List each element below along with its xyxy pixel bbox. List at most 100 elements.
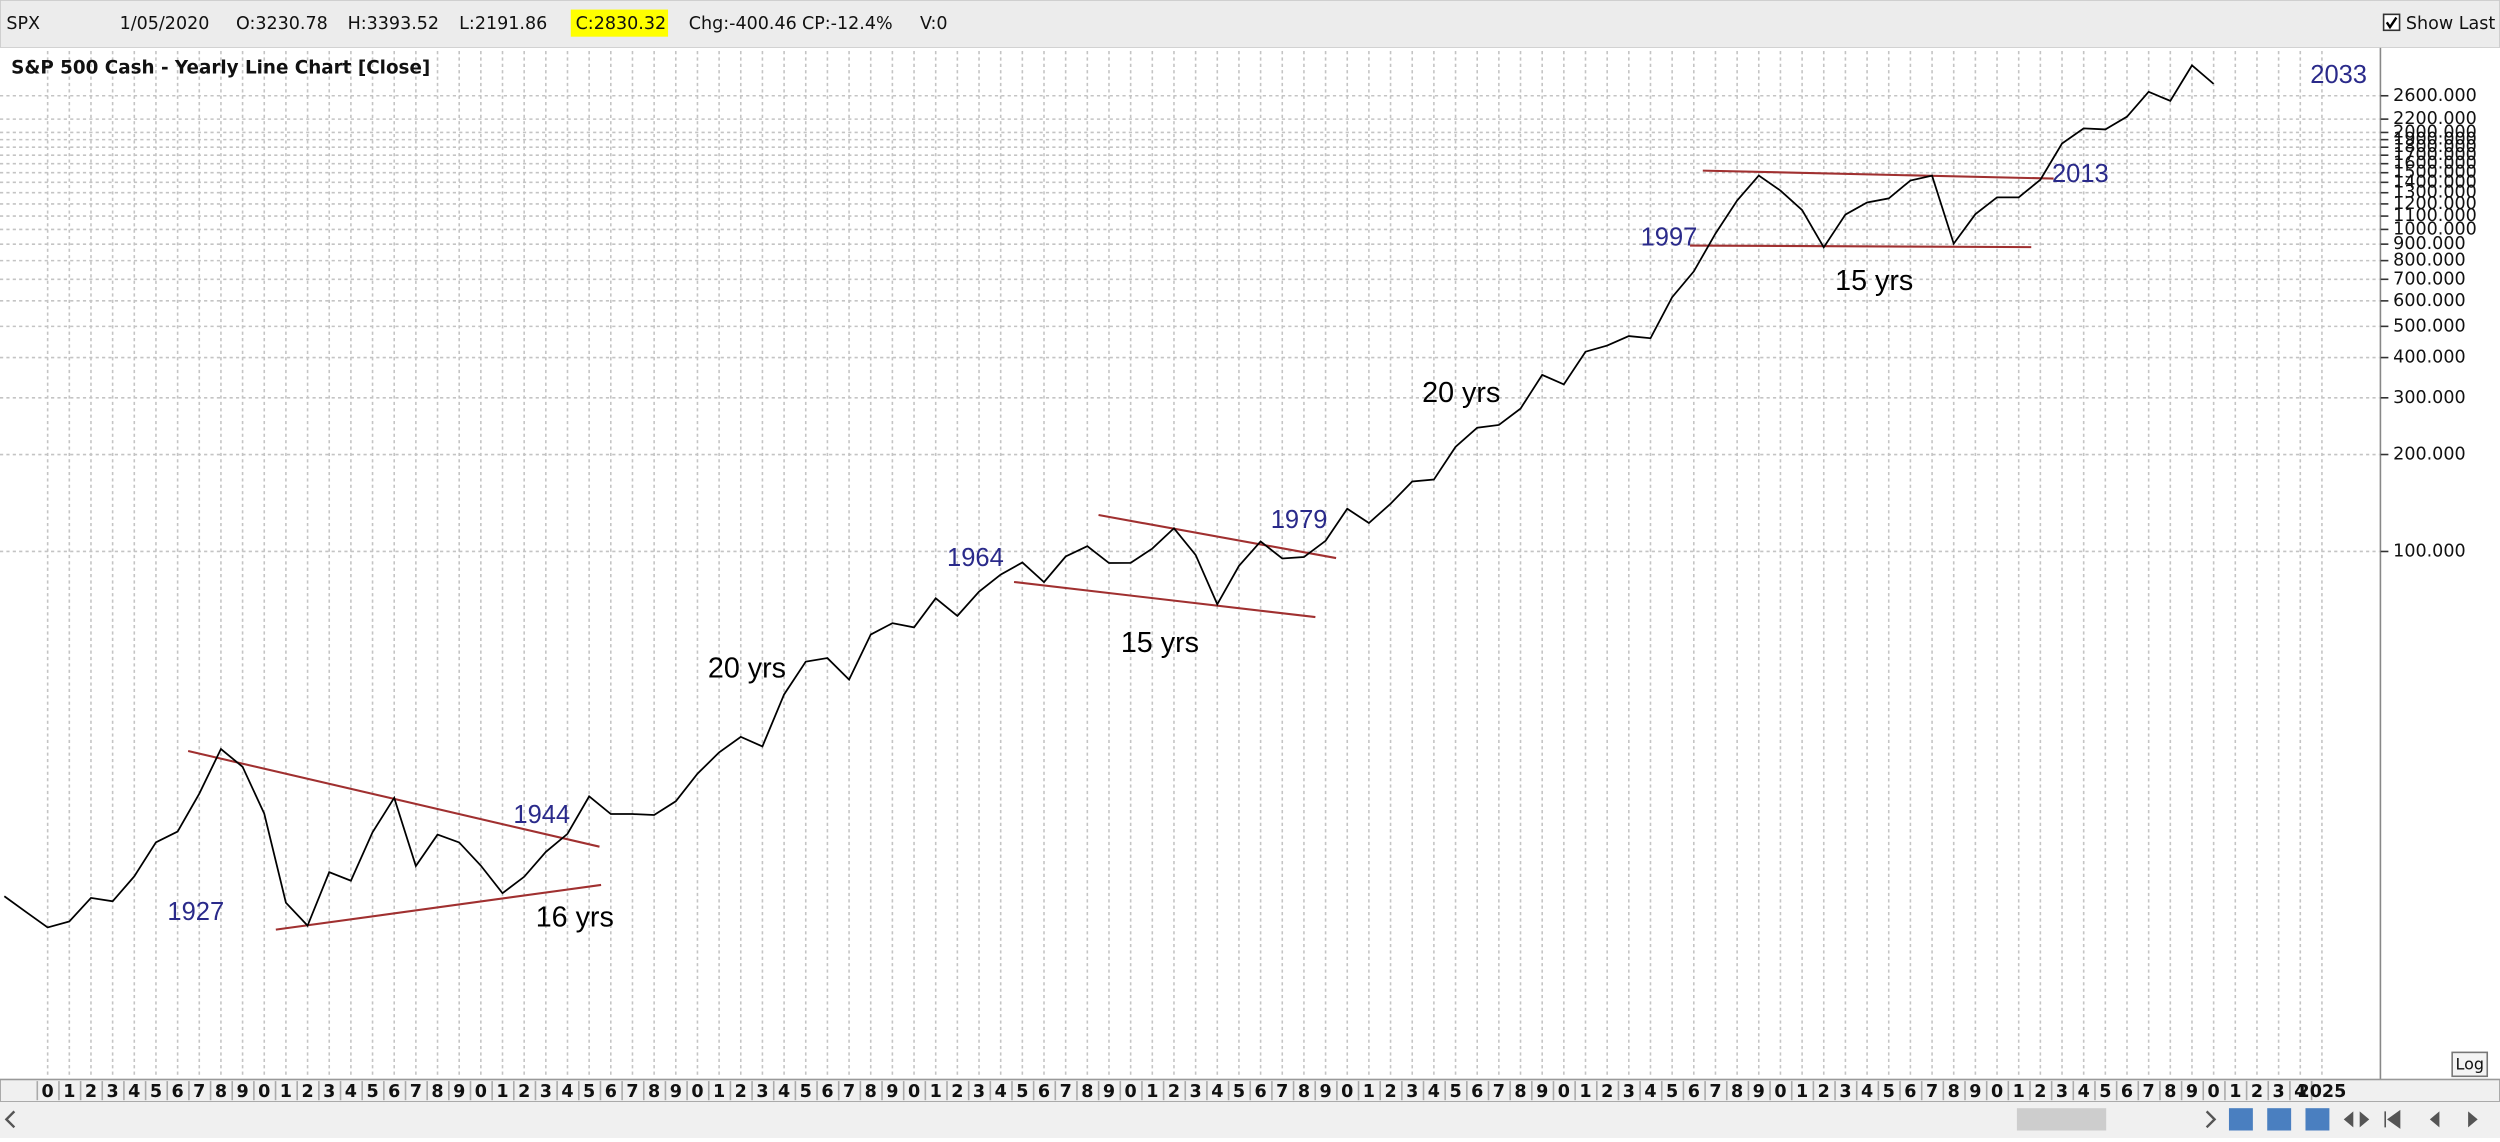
trend-line — [275, 883, 602, 931]
x-tick-label: 2 — [1601, 1082, 1613, 1102]
nav-next[interactable] — [2468, 1111, 2478, 1128]
nav-button[interactable] — [2267, 1108, 2292, 1131]
x-tick-label: 4 — [2294, 1082, 2306, 1102]
annotation: 15 yrs — [1835, 265, 1913, 297]
x-tick-label: 6 — [2121, 1082, 2133, 1102]
nav-first[interactable] — [2384, 1109, 2401, 1129]
y-tick-label: 1500.000 — [2393, 163, 2477, 183]
x-tick-label: 3 — [1839, 1082, 1851, 1102]
show-last-label[interactable]: Show Last — [2406, 14, 2495, 34]
x-tick-label: 2 — [2034, 1082, 2046, 1102]
y-tick-label: 1100.000 — [2393, 206, 2477, 226]
x-tick-label: 0 — [258, 1082, 270, 1102]
x-tick-label: 4 — [2078, 1082, 2090, 1102]
y-tick-label: 1200.000 — [2393, 194, 2477, 214]
scroll-thumb[interactable] — [2016, 1108, 2107, 1131]
x-tick-label: 5 — [150, 1082, 162, 1102]
x-tick-label: 0 — [1341, 1082, 1353, 1102]
x-tick-label: 9 — [2186, 1082, 2198, 1102]
annotation: 16 yrs — [536, 901, 614, 933]
nav-prev[interactable] — [2429, 1111, 2440, 1128]
x-tick-label: 7 — [1493, 1082, 1505, 1102]
x-tick-label: 0 — [1125, 1082, 1137, 1102]
x-tick-label: 8 — [865, 1082, 877, 1102]
scroll-right[interactable] — [2205, 1110, 2217, 1129]
high: H:3393.52 — [348, 14, 440, 34]
x-tick-label: 2 — [85, 1082, 97, 1102]
x-tick-label: 1 — [2013, 1082, 2025, 1102]
x-tick-label: 0 — [1774, 1082, 1786, 1102]
x-tick-label: 3 — [973, 1082, 985, 1102]
plot-area: 1927 1944 1964 1979 1997 2013 2033 16 yr… — [3, 61, 2367, 933]
y-tick-label: 700.000 — [2393, 269, 2465, 289]
checkmark — [2385, 16, 2398, 30]
x-tick-label: 5 — [2099, 1082, 2111, 1102]
x-tick-label: 7 — [2143, 1082, 2155, 1102]
log-button-label[interactable]: Log — [2455, 1055, 2483, 1074]
nav-button[interactable] — [2305, 1108, 2330, 1131]
x-tick-label: 3 — [540, 1082, 552, 1102]
log-button[interactable] — [2451, 1051, 2489, 1078]
scrollbar[interactable] — [0, 1101, 2500, 1139]
x-tick-label: 1 — [1796, 1082, 1808, 1102]
x-tick-label: 6 — [821, 1082, 833, 1102]
annotation: 1997 — [1641, 224, 1698, 252]
x-tick-label: 7 — [193, 1082, 205, 1102]
x-tick-label: 6 — [1904, 1082, 1916, 1102]
x-tick-label: 5 — [800, 1082, 812, 1102]
y-tick-label: 2600.000 — [2393, 86, 2477, 106]
x-tick-label: 6 — [172, 1082, 184, 1102]
y-tick-label: 1000.000 — [2393, 219, 2477, 239]
x-tick-label: 6 — [1471, 1082, 1483, 1102]
x-tick-label: 1 — [280, 1082, 292, 1102]
chart-title: S&P 500 Cash - Yearly Line Chart [Close] — [11, 58, 430, 79]
x-tick-label: 7 — [1926, 1082, 1938, 1102]
x-tick-label: 0 — [908, 1082, 920, 1102]
x-tick-label: 2 — [2251, 1082, 2263, 1102]
x-tick-label: 1 — [63, 1082, 75, 1102]
x-tick-label: 3 — [2273, 1082, 2285, 1102]
change: Chg:-400.46 — [689, 14, 797, 34]
annotation: 1964 — [947, 544, 1004, 572]
close-highlight — [570, 9, 669, 37]
x-tick-label: 9 — [236, 1082, 248, 1102]
x-tick-label: 0 — [475, 1082, 487, 1102]
x-tick-label: 5 — [1883, 1082, 1895, 1102]
x-tick-label: 9 — [1103, 1082, 1115, 1102]
low: L:2191.86 — [459, 14, 547, 34]
x-tick-label: 5 — [583, 1082, 595, 1102]
x-tick-label: 0 — [1991, 1082, 2003, 1102]
x-tick-label: 9 — [1536, 1082, 1548, 1102]
x-tick-label: 6 — [605, 1082, 617, 1102]
x-tick-label: 1 — [713, 1082, 725, 1102]
x-tick-label: 7 — [626, 1082, 638, 1102]
x-tick-label: 4 — [778, 1082, 790, 1102]
x-tick-label: 2 — [301, 1082, 313, 1102]
x-tick-label: 7 — [1709, 1082, 1721, 1102]
annotation: 15 yrs — [1121, 627, 1199, 659]
y-tick-label: 100.000 — [2393, 541, 2465, 561]
y-tick-label: 800.000 — [2393, 251, 2465, 271]
x-tick-label: 4 — [1428, 1082, 1440, 1102]
symbol: SPX — [6, 14, 40, 34]
date: 1/05/2020 — [120, 14, 210, 34]
x-tick-label: 4 — [1644, 1082, 1656, 1102]
x-tick-label: 3 — [1190, 1082, 1202, 1102]
x-tick-label: 1 — [1579, 1082, 1591, 1102]
nav-zoom[interactable] — [2343, 1111, 2370, 1128]
scroll-left[interactable] — [4, 1110, 16, 1129]
show-last-checkbox[interactable] — [2382, 13, 2401, 32]
x-tick-label: 8 — [1948, 1082, 1960, 1102]
x-tick-label: 5 — [366, 1082, 378, 1102]
x-tick-label: 6 — [1688, 1082, 1700, 1102]
nav-button[interactable] — [2228, 1108, 2253, 1131]
annotation: 1927 — [167, 898, 224, 926]
x-tick-label: 3 — [323, 1082, 335, 1102]
x-tick-label: 6 — [388, 1082, 400, 1102]
x-tick-label: 2 — [1168, 1082, 1180, 1102]
trend-line — [1098, 514, 1337, 560]
x-tick-label: 5 — [1016, 1082, 1028, 1102]
x-tick-label: 6 — [1038, 1082, 1050, 1102]
y-tick-label: 1900.000 — [2393, 130, 2477, 150]
